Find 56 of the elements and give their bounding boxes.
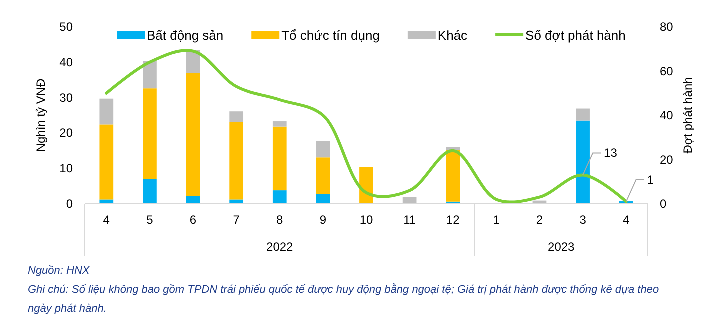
- data-label: 1: [647, 172, 654, 187]
- x-tick-label: 4: [623, 213, 630, 227]
- y-tick-label: 40: [60, 55, 74, 70]
- y2-tick-label: 40: [660, 108, 674, 122]
- bar: [576, 108, 590, 121]
- bar: [316, 140, 330, 158]
- y2-axis-title: Đợt phát hành: [681, 77, 695, 154]
- x-tick-label: 3: [580, 213, 587, 227]
- legend-label: Khác: [438, 28, 468, 43]
- x-tick-label: 11: [404, 213, 416, 227]
- x-tick-label: 12: [446, 213, 460, 227]
- x-tick-label: 2: [536, 213, 544, 227]
- bar: [100, 124, 114, 200]
- text: 2023: [548, 240, 576, 254]
- bar: [143, 179, 157, 204]
- y-tick-label: 50: [60, 20, 74, 34]
- x-tick-label: 6: [190, 213, 197, 227]
- bar: [272, 126, 287, 191]
- y-tick-label: 20: [60, 126, 74, 140]
- y2-tick-label: 60: [660, 64, 674, 78]
- bar: [316, 194, 330, 204]
- y2-tick-label: 0: [660, 197, 667, 211]
- data-label: 13: [604, 146, 618, 160]
- bar: [360, 167, 374, 204]
- legend-label: Số đợt phát hành: [526, 28, 626, 43]
- legend-label: Tổ chức tín dụng: [282, 28, 380, 43]
- y-tick-label: 0: [66, 197, 74, 211]
- bar: [143, 88, 157, 180]
- bar: [230, 122, 244, 200]
- bar: [186, 73, 200, 196]
- text: 2022: [266, 240, 294, 254]
- bar: [143, 61, 157, 89]
- bar: [100, 98, 114, 125]
- x-tick-label: 1: [493, 213, 500, 227]
- legend-label: Bất động sản: [147, 28, 224, 43]
- x-tick-label: 5: [146, 213, 154, 227]
- bar: [576, 120, 590, 204]
- x-tick-label: 10: [360, 213, 374, 227]
- bar: [272, 122, 287, 127]
- y-tick-label: 10: [60, 162, 74, 176]
- x-tick-label: 9: [320, 213, 327, 227]
- y2-tick-label: 20: [660, 152, 674, 167]
- x-tick-label: 4: [103, 213, 110, 227]
- x-tick-label: 8: [276, 213, 284, 227]
- y2-tick-label: 80: [660, 20, 674, 34]
- bar: [316, 158, 330, 194]
- text: Nguồn: HNX: [28, 265, 90, 277]
- bar: [186, 196, 200, 204]
- y-axis-title: Nghìn tỷ VNĐ: [34, 78, 48, 152]
- text: Ghi chú: Số liệu không bao gồm TPDN trái phiếu quốc tế được huy động bằng ngoại tệ; Giá trị phát hành được thống kê dựa theo ngày phát hành.: [28, 283, 660, 315]
- x-tick-label: 7: [233, 213, 240, 227]
- bar: [446, 150, 460, 202]
- bar: [230, 112, 244, 122]
- line-series: [105, 49, 628, 204]
- y-tick-label: 30: [60, 90, 74, 105]
- bar: [272, 190, 287, 204]
